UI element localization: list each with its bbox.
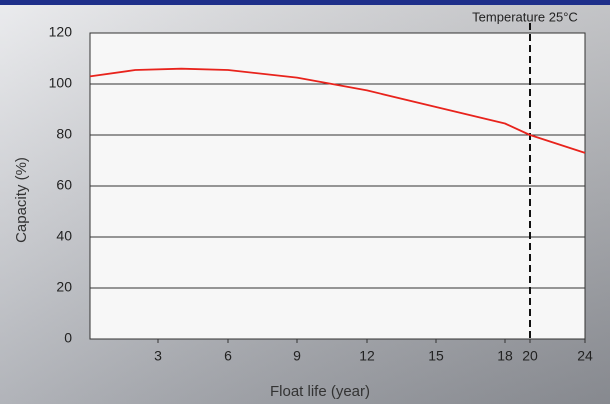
top-band: [0, 0, 610, 5]
x-tick-label: 24: [577, 348, 593, 364]
x-tick-label: 20: [522, 348, 538, 364]
x-tick-label: 3: [154, 348, 162, 364]
y-tick-label: 80: [56, 126, 72, 142]
x-tick-label: 15: [428, 348, 444, 364]
line-series: [89, 67, 586, 154]
y-tick-label: 20: [56, 279, 72, 295]
x-tick-label: 18: [497, 348, 513, 364]
annotation: Temperature 25°C: [472, 9, 578, 24]
x-tick-label: 6: [224, 348, 232, 364]
y-tick-label: 40: [56, 228, 72, 244]
x-axis-label: Float life (year): [270, 383, 370, 400]
y-axis-label: Capacity (%): [13, 157, 30, 243]
y-tick-label: 120: [49, 24, 73, 40]
y-tick-label: 100: [49, 75, 73, 91]
x-tick-label: 9: [293, 348, 301, 364]
y-tick-label: 60: [56, 177, 72, 193]
x-tick-label: 12: [359, 348, 375, 364]
y-tick-label: 0: [64, 330, 72, 346]
